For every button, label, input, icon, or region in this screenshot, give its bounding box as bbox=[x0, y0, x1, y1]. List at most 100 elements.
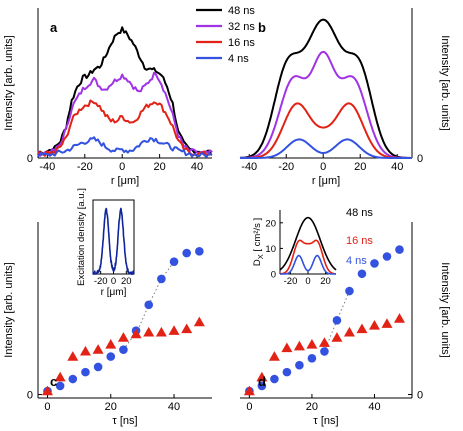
panel-c-circle-marker bbox=[93, 362, 103, 372]
panel-d-x-tick-label: 0 bbox=[246, 401, 252, 413]
panel-a-x-tick-label: 20 bbox=[153, 161, 165, 173]
panel-d-triangle-marker bbox=[381, 318, 393, 328]
inset-c-frame bbox=[92, 199, 135, 275]
panel-d-triangle-marker bbox=[343, 326, 355, 337]
panel-c-circle-marker bbox=[144, 300, 154, 310]
panel-d-x-label: τ [ns] bbox=[313, 415, 338, 427]
panel-d-letter: d bbox=[258, 374, 266, 389]
panel-c-circle-marker bbox=[106, 352, 116, 361]
panel-d-triangle-marker bbox=[306, 339, 318, 349]
panel-d-x-tick-label: 40 bbox=[368, 401, 380, 413]
panel-b-series-line bbox=[239, 18, 413, 159]
inset-d-series-line bbox=[279, 239, 337, 275]
panel-a-y-tick-label: 0 bbox=[27, 153, 33, 165]
inset-d-y-tick-label: 20 bbox=[265, 218, 276, 229]
panel-d-triangle-marker bbox=[368, 320, 380, 330]
panel-c-triangle-marker bbox=[130, 328, 142, 339]
panel-d-circle-marker bbox=[282, 367, 292, 377]
panel-d-triangle-marker bbox=[256, 371, 268, 382]
panel-a-series-line bbox=[37, 26, 213, 155]
inset-c-x-label: r [μm] bbox=[101, 287, 127, 298]
panel-a-letter: a bbox=[50, 20, 58, 35]
inset-d-x-tick-label: 0 bbox=[305, 276, 310, 287]
legend-label: 4 ns bbox=[228, 53, 249, 65]
panel-c-circle-marker bbox=[169, 257, 179, 266]
panel-d-y-label: Intensity [arb. units] bbox=[439, 262, 451, 357]
inset-d-x-tick-label: -20 bbox=[284, 276, 298, 287]
inset-d-series-label: 48 ns bbox=[346, 207, 373, 219]
panel-b-x-tick-label: -40 bbox=[241, 161, 257, 173]
inset-d-y-tick-label: 0 bbox=[271, 270, 276, 281]
panel-a-series-line bbox=[37, 71, 213, 157]
panel-c-x-tick-label: 20 bbox=[105, 401, 117, 413]
panel-b-series-line bbox=[239, 138, 413, 159]
panel-c-x-tick-label: 40 bbox=[168, 401, 180, 413]
inset-d-series-label: 4 ns bbox=[346, 255, 367, 267]
panel-a-x-label: r [μm] bbox=[111, 175, 139, 187]
panel-c-circle-marker bbox=[195, 247, 204, 256]
panel-c-triangle-marker bbox=[79, 345, 91, 356]
panel-c-triangle-marker bbox=[143, 326, 155, 337]
inset-c-x-tick-label: 20 bbox=[121, 276, 132, 287]
panel-b-y-label: Intensity [arb. units] bbox=[439, 35, 451, 130]
panel-a-series-group bbox=[37, 26, 213, 158]
panel-d-triangle-marker bbox=[281, 342, 293, 353]
panel-d-triangle-marker bbox=[243, 385, 255, 396]
panel-d-circle-marker bbox=[320, 347, 329, 356]
panel-b-x-tick-label: 0 bbox=[320, 161, 326, 173]
panel-d-circle-marker bbox=[332, 316, 342, 325]
inset-d-x-tick-label: 20 bbox=[320, 276, 331, 287]
inset-d-series-label: 16 ns bbox=[346, 235, 373, 247]
panel-b-letter: b bbox=[258, 20, 266, 35]
panel-a-series-line bbox=[37, 136, 213, 158]
inset-c: -20 0 20r [μm] Excitation density [a.u.] bbox=[76, 188, 135, 298]
panel-a-x-tick-label: 40 bbox=[191, 161, 203, 173]
panel-d-circle-marker bbox=[345, 286, 354, 296]
panel-b-x-tick-label: 20 bbox=[354, 161, 366, 173]
panel-a-y-label: Intensity [arb. units] bbox=[3, 35, 15, 130]
panel-b-axes: -40 -20 0 20 40 0 r [μm] Intensity [arb. units] bbox=[240, 8, 451, 187]
panel-a-x-tick-label: -20 bbox=[77, 161, 93, 173]
panel-d-circle-marker bbox=[395, 245, 404, 254]
panel-d-circle-marker bbox=[370, 259, 379, 268]
panel-d-triangle-marker bbox=[356, 323, 368, 334]
panel-c-triangle-marker bbox=[117, 332, 129, 342]
panel-c-axes: 0 20 40 0 τ [ns] Intensity [arb. units] bbox=[3, 222, 212, 427]
panel-a-axes: -40 -20 0 20 40 0 r [μm] Intensity [arb. units] bbox=[3, 8, 212, 187]
inset-d-y-label: DX [ cm²/s ] bbox=[252, 218, 265, 266]
panel-a-series-line bbox=[37, 99, 213, 157]
panel-c-triangle-marker bbox=[67, 351, 79, 361]
legend: 48 ns 32 ns 16 ns 4 ns bbox=[196, 5, 255, 65]
panel-d-triangle-marker bbox=[331, 332, 343, 342]
panel-d-axes: 0 20 40 0 τ [ns] Intensity [arb. units] bbox=[240, 222, 451, 427]
panel-d-triangle-marker bbox=[318, 337, 330, 347]
panel-d-triangle-marker bbox=[293, 340, 305, 351]
panel-c-y-tick-label: 0 bbox=[27, 390, 33, 402]
panel-c-letter: c bbox=[50, 374, 57, 389]
panel-d-circle-marker bbox=[257, 381, 267, 391]
panel-b-x-label: r [μm] bbox=[312, 175, 340, 187]
panel-c-triangle-marker bbox=[181, 323, 193, 334]
panel-c-triangle-marker bbox=[92, 344, 104, 354]
panel-b-series-group bbox=[239, 18, 413, 159]
panel-c-circle-marker bbox=[119, 345, 128, 354]
inset-d-series-line bbox=[279, 254, 337, 275]
panel-c-x-label: τ [ns] bbox=[112, 415, 137, 427]
panel-d-circle-marker bbox=[270, 374, 279, 384]
panel-d-triangle-marker bbox=[393, 313, 405, 323]
legend-label: 32 ns bbox=[228, 21, 255, 33]
panel-a-x-tick-label: 0 bbox=[119, 161, 125, 173]
panel-d-circle-marker bbox=[382, 252, 392, 261]
panel-b-x-tick-label: 40 bbox=[391, 161, 403, 173]
panel-b-y-tick-label: 0 bbox=[417, 153, 423, 165]
inset-d-series-line bbox=[279, 216, 337, 271]
panel-c-x-tick-label: 0 bbox=[44, 401, 50, 413]
inset-c-x-tick-label: -20 bbox=[94, 276, 108, 287]
panel-c-circle-marker bbox=[81, 367, 90, 377]
panel-c-triangle-marker bbox=[168, 325, 180, 335]
panel-a-x-tick-label: -40 bbox=[39, 161, 55, 173]
panel-d-circle-marker bbox=[357, 269, 367, 279]
inset-d-y-tick-label: 10 bbox=[265, 244, 276, 255]
